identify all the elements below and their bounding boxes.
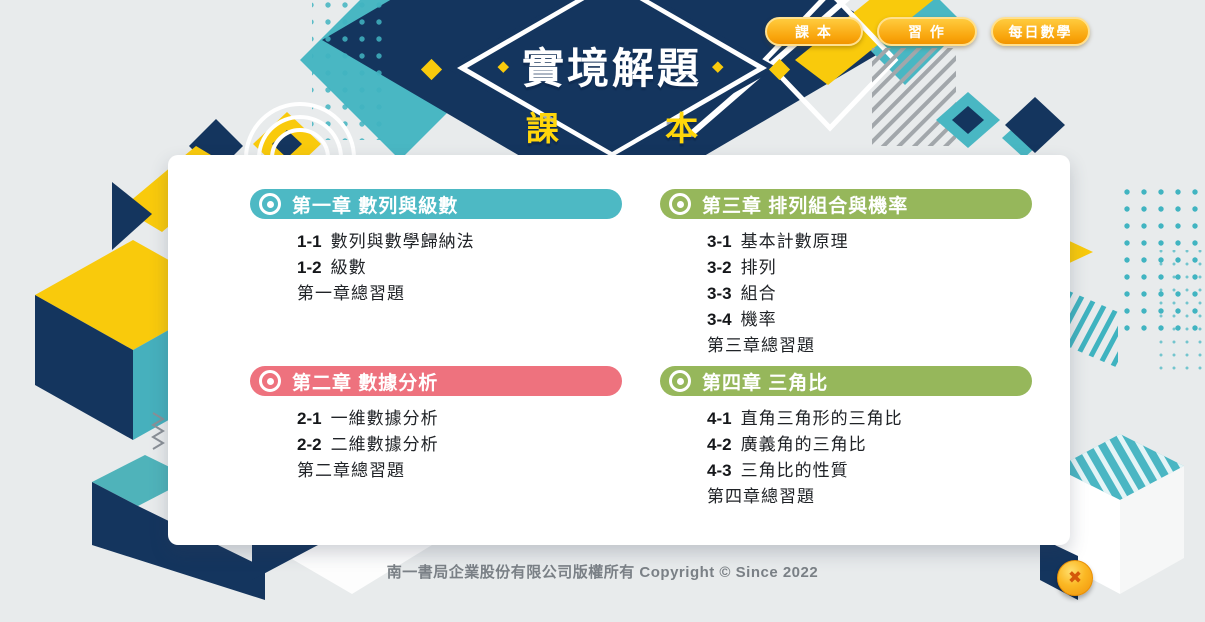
chapter-title: 第四章 三角比 <box>702 372 829 394</box>
chapter-item-list: 1-1 數列與數學歸納法 1-2 級數第一章總習題 <box>250 227 622 305</box>
item-title: 二維數據分析 <box>330 435 439 454</box>
item-title: 第三章總習題 <box>707 336 815 355</box>
bullseye-icon <box>259 193 281 215</box>
item-title: 第四章總習題 <box>707 487 815 506</box>
chapter-card: 第一章 數列與級數 1-1 數列與數學歸納法 1-2 級數第一章總習題 第二章 數據分… <box>168 155 1070 545</box>
chapter-header: 第一章 數列與級數 <box>250 189 622 219</box>
item-number: 4-3 <box>707 461 732 480</box>
chapter-section: 第三章 排列組合與機率 3-1 基本計數原理 3-2 排列 3-3 組合 3-4 機率第三章總… <box>660 189 1032 357</box>
nav-button-daily-math[interactable]: 每日數學 <box>991 17 1090 46</box>
app-logo: ◆ 實境解題 ◆ 課 本 <box>446 0 778 162</box>
item-title: 基本計數原理 <box>740 232 849 251</box>
chapter-item[interactable]: 3-2 排列 <box>707 253 1032 279</box>
item-title: 組合 <box>740 284 777 303</box>
chapter-header: 第四章 三角比 <box>660 366 1032 396</box>
app-title: 實境解題 <box>521 45 702 92</box>
item-title: 直角三角形的三角比 <box>740 409 903 428</box>
item-number: 3-1 <box>707 232 732 251</box>
item-number: 4-2 <box>707 435 732 454</box>
chapter-header: 第二章 數據分析 <box>250 366 622 396</box>
item-title: 三角比的性質 <box>740 461 849 480</box>
chapter-section: 第四章 三角比 4-1 直角三角形的三角比 4-2 廣義角的三角比 4-3 三角比的性質第… <box>660 366 1032 508</box>
chapter-title: 第二章 數據分析 <box>292 372 439 394</box>
chapter-item[interactable]: 第四章總習題 <box>707 482 1032 508</box>
item-title: 級數 <box>330 258 367 277</box>
chapter-item-list: 3-1 基本計數原理 3-2 排列 3-3 組合 3-4 機率第三章總習題 <box>660 227 1032 357</box>
chapter-header: 第三章 排列組合與機率 <box>660 189 1032 219</box>
chapter-item[interactable]: 4-2 廣義角的三角比 <box>707 430 1032 456</box>
item-number: 4-1 <box>707 409 732 428</box>
item-title: 第二章總習題 <box>297 461 405 480</box>
chapter-item[interactable]: 3-4 機率 <box>707 305 1032 331</box>
logo-content: ◆ 實境解題 ◆ 課 本 <box>446 0 778 162</box>
nav-button-textbook[interactable]: 課 本 <box>765 17 863 46</box>
chapter-item[interactable]: 1-2 級數 <box>297 253 622 279</box>
chapter-item[interactable]: 4-1 直角三角形的三角比 <box>707 404 1032 430</box>
chapter-section: 第一章 數列與級數 1-1 數列與數學歸納法 1-2 級數第一章總習題 <box>250 189 622 305</box>
copyright-text: 南一書局企業股份有限公司版權所有 Copyright © Since 2022 <box>386 564 819 581</box>
chapter-title: 第一章 數列與級數 <box>292 195 459 217</box>
item-title: 廣義角的三角比 <box>740 435 867 454</box>
item-title: 機率 <box>740 310 777 329</box>
chapter-item[interactable]: 1-1 數列與數學歸納法 <box>297 227 622 253</box>
item-number: 1-2 <box>297 258 322 277</box>
item-number: 3-4 <box>707 310 732 329</box>
item-title: 第一章總習題 <box>297 284 405 303</box>
app-subtitle: 課 本 <box>525 110 699 147</box>
diamond-accent-icon: ◆ <box>497 57 512 75</box>
close-button[interactable]: ✖ <box>1057 560 1093 596</box>
item-number: 3-2 <box>707 258 732 277</box>
diamond-accent-icon: ◆ <box>712 57 727 75</box>
chapter-title: 第三章 排列組合與機率 <box>702 195 909 217</box>
chapter-section: 第二章 數據分析 2-1 一維數據分析 2-2 二維數據分析第二章總習題 <box>250 366 622 482</box>
bullseye-icon <box>669 370 691 392</box>
chapter-item[interactable]: 2-1 一維數據分析 <box>297 404 622 430</box>
chapter-item-list: 2-1 一維數據分析 2-2 二維數據分析第二章總習題 <box>250 404 622 482</box>
item-title: 排列 <box>740 258 777 277</box>
item-title: 一維數據分析 <box>330 409 439 428</box>
chapter-item[interactable]: 3-1 基本計數原理 <box>707 227 1032 253</box>
bullseye-icon <box>259 370 281 392</box>
chapter-item[interactable]: 第三章總習題 <box>707 331 1032 357</box>
chapter-item[interactable]: 3-3 組合 <box>707 279 1032 305</box>
item-number: 1-1 <box>297 232 322 251</box>
chapter-item[interactable]: 第二章總習題 <box>297 456 622 482</box>
item-number: 2-1 <box>297 409 322 428</box>
logo-title-row: ◆ 實境解題 ◆ <box>497 35 726 96</box>
close-icon: ✖ <box>1067 567 1083 587</box>
item-number: 2-2 <box>297 435 322 454</box>
bullseye-icon <box>669 193 691 215</box>
chapter-item[interactable]: 2-2 二維數據分析 <box>297 430 622 456</box>
chapter-item-list: 4-1 直角三角形的三角比 4-2 廣義角的三角比 4-3 三角比的性質第四章總習題 <box>660 404 1032 508</box>
chapter-item[interactable]: 第一章總習題 <box>297 279 622 305</box>
item-number: 3-3 <box>707 284 732 303</box>
nav-button-workbook[interactable]: 習 作 <box>877 17 977 46</box>
chapter-item[interactable]: 4-3 三角比的性質 <box>707 456 1032 482</box>
item-title: 數列與數學歸納法 <box>330 232 475 251</box>
